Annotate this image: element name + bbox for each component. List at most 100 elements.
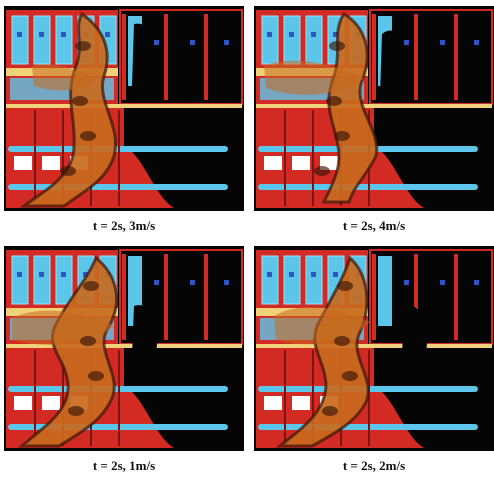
panel-caption: t = 2s, 4m/s: [342, 218, 406, 233]
lower-void: [124, 348, 242, 448]
lower-void: [374, 348, 492, 448]
void-region: [132, 23, 155, 98]
smoke-swirl: [334, 131, 350, 141]
cyan-panel: [305, 255, 323, 305]
simulation-panel-4ms: t = 2s, 4m/s: [254, 6, 494, 244]
smoke-simulation-image: [4, 6, 244, 211]
cyan-panel: [33, 15, 51, 65]
smoke-swirl: [88, 371, 104, 381]
white-gap: [42, 396, 60, 410]
smoke-plume: [24, 14, 116, 206]
marker-square: [311, 272, 316, 277]
marker-square: [17, 272, 22, 277]
smoke-swirl: [68, 406, 84, 416]
smoke-swirl: [83, 281, 99, 291]
room-divider: [164, 254, 168, 340]
smoke-drift: [264, 60, 364, 95]
marker-square: [224, 280, 229, 285]
cyan-panel: [261, 255, 279, 305]
marker-square: [39, 32, 44, 37]
marker-square: [440, 280, 445, 285]
cyan-panel: [33, 255, 51, 305]
smoke-swirl: [326, 96, 342, 106]
level-divider: [256, 104, 492, 108]
white-gap: [42, 156, 60, 170]
marker-square: [17, 32, 22, 37]
marker-square: [267, 272, 272, 277]
white-gap: [292, 156, 310, 170]
level-divider: [256, 344, 492, 348]
grid-line: [368, 350, 370, 446]
simulation-panel-3ms: t = 2s, 3m/s: [4, 6, 244, 244]
level-divider: [6, 104, 242, 108]
room-divider: [454, 254, 458, 340]
lower-void: [374, 108, 492, 208]
smoke-swirl: [314, 166, 330, 176]
room-divider: [372, 254, 376, 340]
cyan-panel: [283, 15, 301, 65]
cyan-column: [378, 256, 392, 326]
smoke-swirl: [72, 96, 88, 106]
panel-caption: t = 2s, 1m/s: [92, 458, 156, 473]
room-divider: [122, 14, 126, 100]
grid-line: [312, 350, 314, 446]
smoke-swirl: [337, 281, 353, 291]
marker-square: [267, 32, 272, 37]
marker-square: [61, 272, 66, 277]
grid-line: [284, 350, 286, 446]
room-divider: [372, 14, 376, 100]
marker-square: [83, 272, 88, 277]
cyan-panel: [305, 15, 323, 65]
room-divider: [204, 14, 208, 100]
cyan-panel: [11, 15, 29, 65]
white-gap: [264, 396, 282, 410]
panel-caption: t = 2s, 2m/s: [342, 458, 406, 473]
void-region: [132, 305, 158, 369]
grid-line: [34, 110, 36, 206]
room-divider: [454, 14, 458, 100]
lower-void: [124, 108, 242, 208]
smoke-swirl: [322, 406, 338, 416]
smoke-drift: [32, 64, 96, 91]
marker-square: [311, 32, 316, 37]
grid-line: [284, 110, 286, 206]
cyan-panel: [11, 255, 29, 305]
smoke-swirl: [80, 336, 96, 346]
cyan-panel: [261, 15, 279, 65]
marker-square: [289, 32, 294, 37]
void-region: [380, 30, 404, 102]
smoke-swirl: [60, 166, 76, 176]
room-divider: [414, 14, 418, 100]
smoke-simulation-image: [254, 6, 494, 211]
marker-square: [39, 272, 44, 277]
grid-line: [62, 110, 64, 206]
smoke-plume: [22, 258, 117, 446]
marker-square: [190, 40, 195, 45]
marker-square: [61, 32, 66, 37]
marker-square: [154, 280, 159, 285]
marker-square: [404, 280, 409, 285]
room-divider: [414, 254, 418, 340]
panel-caption: t = 2s, 3m/s: [92, 218, 156, 233]
white-gap: [264, 156, 282, 170]
smoke-swirl: [80, 131, 96, 141]
level-divider: [6, 344, 242, 348]
marker-square: [224, 40, 229, 45]
marker-square: [404, 40, 409, 45]
marker-square: [333, 272, 338, 277]
marker-square: [333, 32, 338, 37]
white-gap: [14, 396, 32, 410]
smoke-simulation-image: [4, 246, 244, 451]
marker-square: [154, 40, 159, 45]
marker-square: [474, 280, 479, 285]
smoke-simulation-image: [254, 246, 494, 451]
white-gap: [14, 156, 32, 170]
grid-line: [312, 110, 314, 206]
cyan-panel: [283, 255, 301, 305]
room-divider: [122, 254, 126, 340]
room-divider: [164, 14, 168, 100]
cyan-panel: [55, 255, 73, 305]
simulation-panel-2ms: t = 2s, 2m/s: [254, 246, 494, 484]
grid-line: [62, 350, 64, 446]
room-divider: [204, 254, 208, 340]
